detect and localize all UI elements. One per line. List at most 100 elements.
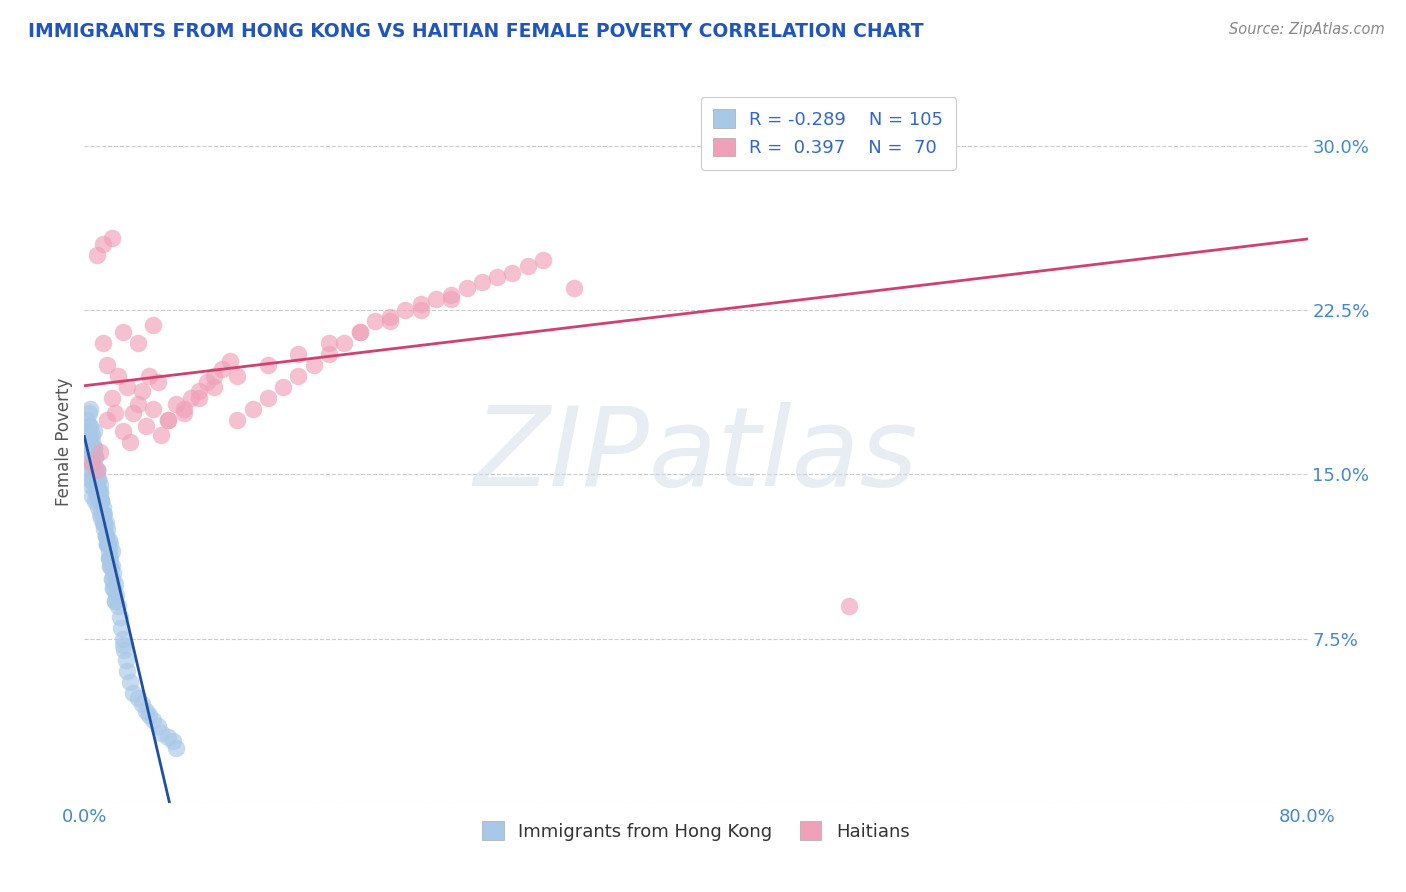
Point [87, 500, 110, 515]
Point [211, 362, 233, 376]
Point [135, 419, 157, 434]
Point [226, 368, 249, 383]
Point [440, 288, 463, 302]
Point [96, 522, 118, 536]
Point [96, 358, 118, 372]
Point [91, 507, 114, 521]
Point [157, 412, 180, 426]
Point [202, 368, 225, 383]
Point [86, 472, 108, 486]
Point [104, 577, 127, 591]
Point [394, 303, 416, 318]
Point [409, 303, 432, 318]
Point [287, 347, 309, 361]
Point [79, 419, 101, 434]
Point [302, 358, 325, 372]
Point [456, 281, 478, 295]
Point [90, 511, 112, 525]
Point [364, 314, 387, 328]
Point [271, 380, 294, 394]
Point [104, 406, 127, 420]
Point [162, 734, 184, 748]
Point [84, 450, 107, 464]
Point [80, 489, 103, 503]
Point [89, 493, 111, 508]
Point [202, 380, 225, 394]
Point [101, 231, 124, 245]
Point [98, 559, 121, 574]
Point [80, 428, 103, 442]
Point [471, 275, 494, 289]
Point [79, 441, 101, 455]
Point [94, 529, 117, 543]
Point [97, 550, 120, 565]
Point [131, 384, 153, 399]
Point [80, 434, 103, 449]
Point [287, 368, 309, 383]
Point [349, 325, 371, 339]
Point [112, 642, 135, 657]
Point [380, 310, 402, 324]
Point [242, 401, 264, 416]
Point [135, 704, 157, 718]
Point [838, 599, 860, 613]
Point [90, 493, 112, 508]
Point [101, 559, 124, 574]
Point [87, 472, 110, 486]
Point [87, 472, 110, 486]
Point [96, 412, 118, 426]
Point [91, 237, 114, 252]
Point [257, 391, 280, 405]
Point [110, 621, 132, 635]
Point [146, 719, 169, 733]
Point [96, 537, 118, 551]
Point [86, 489, 108, 503]
Point [79, 428, 101, 442]
Point [380, 314, 402, 328]
Point [516, 260, 538, 274]
Point [80, 457, 103, 471]
Point [83, 441, 105, 455]
Point [257, 358, 280, 372]
Point [101, 573, 124, 587]
Point [97, 550, 120, 565]
Point [318, 347, 340, 361]
Point [142, 318, 165, 333]
Text: Source: ZipAtlas.com: Source: ZipAtlas.com [1229, 22, 1385, 37]
Point [122, 686, 145, 700]
Point [86, 248, 108, 262]
Point [149, 428, 172, 442]
Point [165, 741, 187, 756]
Point [89, 478, 111, 492]
Point [127, 690, 149, 705]
Point [120, 675, 142, 690]
Point [84, 483, 107, 497]
Point [103, 581, 125, 595]
Point [80, 445, 103, 459]
Point [157, 412, 180, 426]
Point [111, 325, 134, 339]
Point [127, 336, 149, 351]
Point [195, 376, 218, 390]
Point [77, 434, 100, 449]
Point [77, 472, 100, 486]
Point [425, 292, 447, 306]
Point [531, 252, 554, 267]
Point [83, 478, 105, 492]
Point [79, 463, 101, 477]
Point [180, 391, 202, 405]
Point [226, 412, 249, 426]
Point [486, 270, 509, 285]
Point [94, 529, 117, 543]
Point [440, 292, 463, 306]
Point [115, 665, 138, 679]
Point [333, 336, 356, 351]
Point [79, 401, 101, 416]
Point [173, 401, 195, 416]
Point [83, 441, 105, 455]
Point [76, 424, 98, 438]
Point [101, 573, 124, 587]
Point [218, 353, 240, 368]
Point [77, 419, 100, 434]
Point [91, 500, 114, 515]
